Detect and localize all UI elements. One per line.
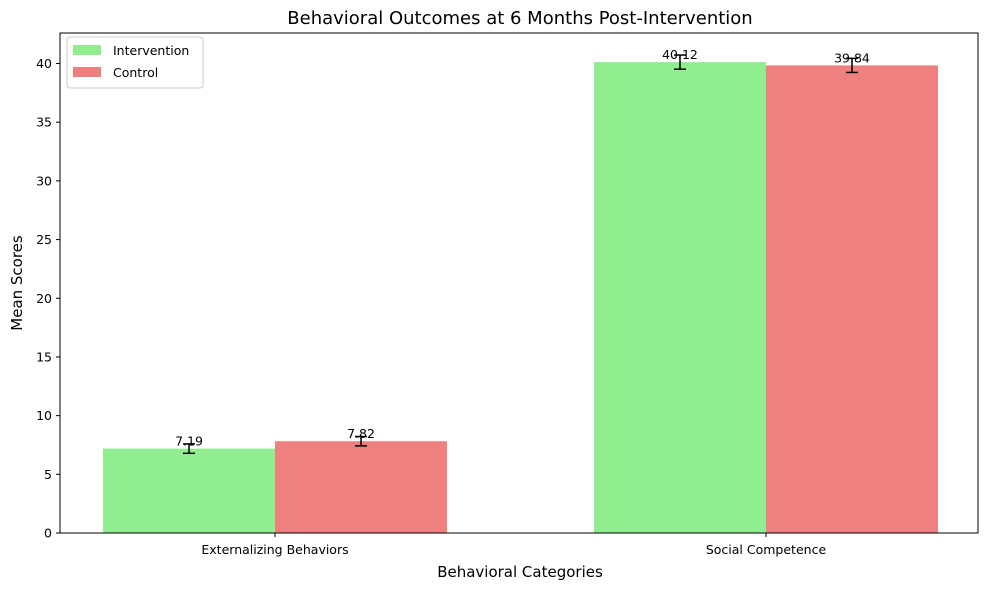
x-axis-title: Behavioral Categories (437, 563, 603, 581)
y-tick-label-3: 15 (36, 349, 52, 364)
bar-control-1 (766, 65, 938, 534)
plot-area: 7.19 40.12 7.82 39.84 0 5 10 15 20 25 30 35 40 Extern… (36, 32, 979, 557)
bar-control-0 (275, 441, 447, 533)
data-label-control-0: 7.82 (347, 426, 375, 441)
data-label-intervention-1: 40.12 (662, 47, 698, 62)
legend-swatch-intervention (73, 45, 101, 55)
bar-intervention-0 (103, 448, 275, 533)
y-tick-label-7: 35 (36, 115, 52, 130)
y-axis-title: Mean Scores (8, 235, 26, 331)
y-tick-label-5: 25 (36, 232, 52, 247)
legend-swatch-control (73, 67, 101, 77)
axes-frame (59, 32, 979, 534)
y-tick-label-1: 5 (44, 467, 52, 482)
x-tick-label-0: Externalizing Behaviors (201, 542, 348, 557)
x-tick-label-1: Social Competence (706, 542, 827, 557)
y-tick-label-2: 10 (36, 408, 52, 423)
data-label-intervention-0: 7.19 (175, 434, 203, 449)
y-tick-label-0: 0 (44, 526, 52, 541)
y-tick-label-4: 20 (36, 291, 52, 306)
legend-label-control: Control (113, 65, 158, 80)
y-tick-label-6: 30 (36, 173, 52, 188)
legend-label-intervention: Intervention (113, 43, 189, 58)
y-tick-label-8: 40 (36, 56, 52, 71)
bar-intervention-1 (594, 62, 766, 534)
chart-title: Behavioral Outcomes at 6 Months Post-Int… (287, 8, 752, 29)
data-label-control-1: 39.84 (834, 50, 870, 65)
legend: Intervention Control (66, 36, 204, 89)
